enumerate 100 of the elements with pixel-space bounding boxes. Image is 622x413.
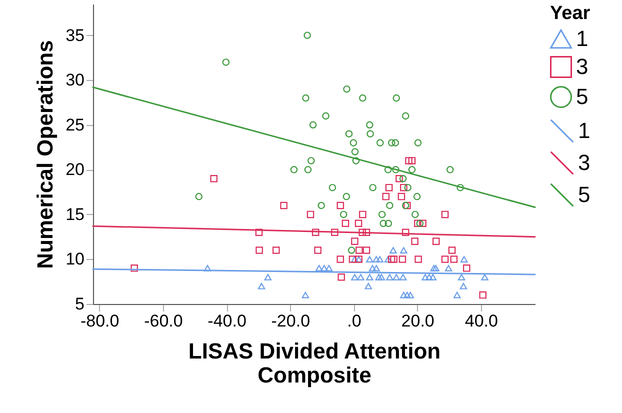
x-tick-label: -60.0: [144, 312, 183, 330]
point: [416, 220, 424, 228]
point: [357, 274, 364, 280]
point: [411, 210, 419, 218]
point: [384, 256, 392, 262]
y-tick-label: 35: [66, 26, 84, 45]
point: [331, 228, 338, 236]
y-tick-label: 5: [75, 294, 84, 314]
point: [348, 256, 356, 263]
point: [479, 291, 486, 299]
point: [366, 130, 374, 138]
x-tick-label: -80.0: [80, 312, 120, 330]
point: [351, 274, 358, 280]
point: [375, 274, 382, 280]
x-tick-label: 20.0: [401, 312, 434, 330]
point: [414, 139, 422, 146]
point: [362, 246, 370, 254]
point: [392, 94, 400, 102]
point: [264, 274, 272, 280]
point: [351, 148, 359, 156]
point: [290, 166, 298, 174]
point: [408, 166, 416, 174]
x-tick-label: .0: [347, 312, 362, 330]
point: [322, 112, 330, 120]
point: [343, 85, 350, 93]
legend-label: 3: [578, 150, 590, 175]
point: [364, 282, 372, 290]
point: [404, 184, 412, 192]
point: [453, 292, 461, 298]
point: [432, 264, 440, 272]
point: [408, 157, 416, 164]
point: [255, 228, 263, 236]
point: [382, 192, 390, 200]
point: [429, 274, 437, 280]
point: [378, 210, 386, 218]
point: [366, 121, 374, 129]
point: [414, 256, 422, 263]
point: [348, 246, 356, 254]
point: [352, 157, 360, 164]
point: [304, 166, 312, 174]
point: [304, 32, 311, 39]
y-tick-label: 30: [66, 70, 84, 90]
point: [441, 210, 449, 218]
y-tick-label: 15: [66, 204, 84, 224]
point: [280, 202, 288, 210]
point: [385, 184, 393, 192]
point: [411, 238, 418, 245]
point: [318, 202, 325, 210]
point: [380, 220, 387, 228]
point: [372, 256, 380, 262]
point: [402, 228, 410, 236]
point: [359, 210, 366, 218]
point: [320, 264, 328, 272]
point: [430, 264, 438, 272]
point: [378, 274, 386, 280]
point: [345, 130, 353, 138]
point: [425, 274, 433, 280]
point: [444, 264, 452, 272]
point: [392, 139, 400, 146]
point: [256, 246, 263, 254]
point: [354, 220, 362, 228]
point: [302, 94, 310, 102]
point: [222, 58, 230, 66]
legend-label: 3: [576, 54, 588, 79]
point: [328, 184, 336, 192]
point: [314, 246, 322, 254]
point: [369, 184, 376, 192]
legend-label: 5: [578, 182, 590, 207]
point: [306, 210, 314, 218]
point: [419, 220, 426, 228]
point: [338, 274, 345, 281]
point: [388, 139, 396, 146]
point: [358, 228, 366, 236]
point: [315, 264, 323, 272]
point: [376, 139, 384, 146]
point: [325, 264, 333, 272]
point: [350, 139, 358, 146]
point: [204, 264, 212, 272]
point: [362, 228, 370, 236]
x-tick-label: -40.0: [208, 312, 246, 330]
point: [456, 184, 464, 192]
point: [463, 264, 470, 272]
point: [399, 175, 407, 182]
x-axis-title: LISAS Divided Attention Composite: [188, 338, 441, 388]
point: [398, 256, 406, 263]
point: [400, 292, 408, 298]
point: [392, 166, 400, 174]
point: [448, 246, 456, 254]
point: [458, 274, 466, 280]
legend-title: Year: [550, 3, 591, 24]
point: [258, 282, 266, 290]
y-tick-label: 10: [66, 250, 84, 269]
point: [432, 238, 440, 245]
point: [388, 256, 396, 263]
point: [195, 192, 203, 200]
point: [366, 274, 374, 280]
point: [422, 274, 429, 280]
point: [398, 192, 406, 200]
point: [441, 256, 449, 263]
y-tick-label: 20: [66, 160, 84, 180]
